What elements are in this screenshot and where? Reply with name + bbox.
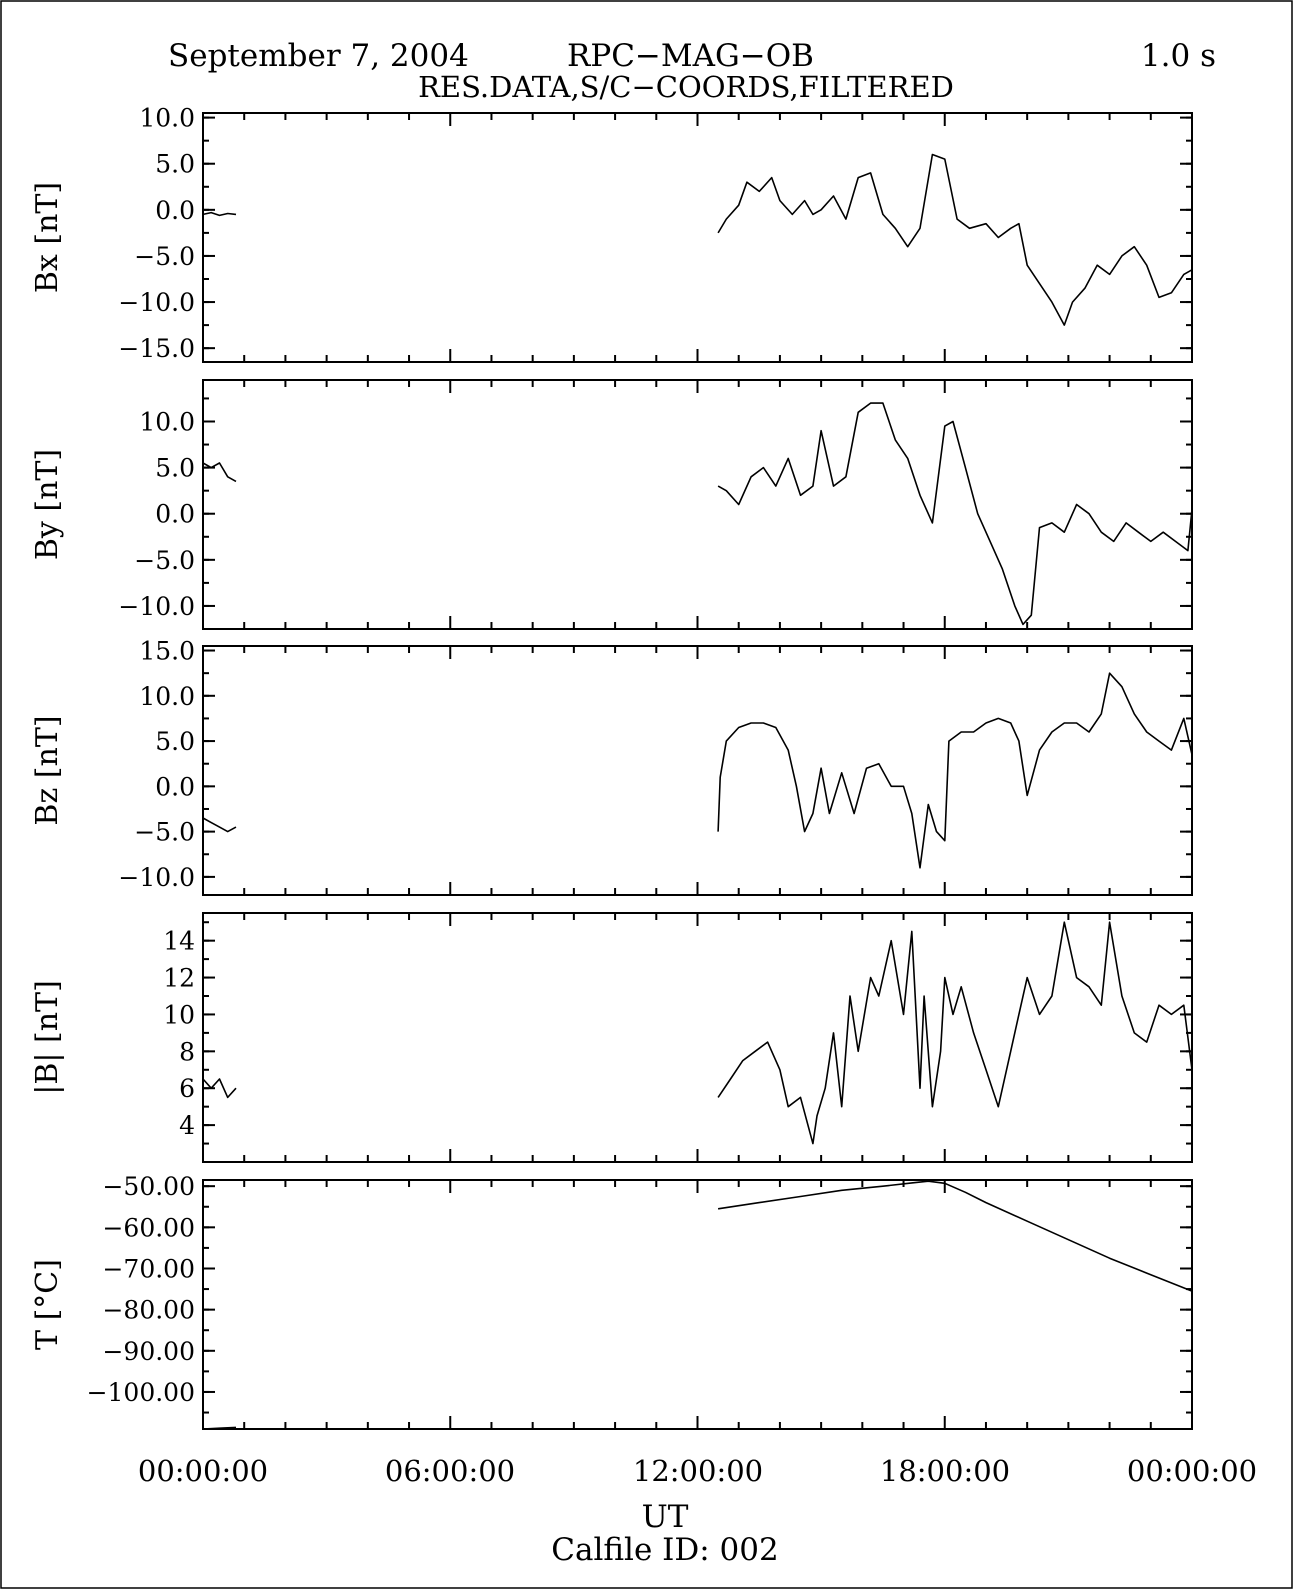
bmag-trace-0 xyxy=(202,1078,237,1099)
bz-ytick-label: 10.0 xyxy=(139,682,195,711)
by-ylabel: By [nT] xyxy=(30,449,65,560)
header-instrument: RPC−MAG−OB xyxy=(567,38,814,74)
bx-ytick-label: 0.0 xyxy=(155,196,195,225)
x-tick-label-3: 18:00:00 xyxy=(880,1454,1010,1488)
by-ytick-label: 0.0 xyxy=(155,500,195,529)
bz-ytick-label: −5.0 xyxy=(134,818,195,847)
by-trace-1 xyxy=(717,402,1193,626)
bmag-ytick-label: 6 xyxy=(179,1074,195,1103)
bz-trace-1 xyxy=(717,672,1193,869)
bmag-ylabel: |B| [nT] xyxy=(30,980,65,1095)
bx-trace-0 xyxy=(202,211,237,217)
temp-ylabel: T [°C] xyxy=(30,1259,65,1350)
x-tick-labels: 00:00:00 06:00:00 12:00:00 18:00:00 00:0… xyxy=(138,1454,1257,1488)
temp-ytick-label: −60.00 xyxy=(102,1213,195,1242)
bx-ylabel: Bx [nT] xyxy=(30,182,65,293)
temp-ytick-label: −70.00 xyxy=(102,1254,195,1283)
header-resolution: 1.0 s xyxy=(1141,38,1216,74)
header-date: September 7, 2004 xyxy=(168,38,469,74)
bx-ytick-label: −5.0 xyxy=(134,242,195,271)
bmag-ytick-label: 12 xyxy=(163,964,195,993)
bz-ytick-label: 15.0 xyxy=(139,637,195,666)
panel-bz: 15.0 10.0 5.0 0.0 −5.0 −10.0 Bz [nT] xyxy=(30,637,1193,896)
temp-ytick-label: −90.00 xyxy=(102,1337,195,1366)
bx-trace-1 xyxy=(717,153,1193,326)
x-axis-label: UT xyxy=(642,1499,689,1535)
by-ytick-label: −10.0 xyxy=(118,592,195,621)
x-tick-label-0: 00:00:00 xyxy=(138,1454,268,1488)
bmag-ytick-label: 4 xyxy=(179,1111,195,1140)
bz-ytick-label: 5.0 xyxy=(155,727,195,756)
by-ytick-label: 5.0 xyxy=(155,454,195,483)
bz-ytick-label: 0.0 xyxy=(155,772,195,801)
header-subtitle: RES.DATA,S/C−COORDS,FILTERED xyxy=(418,70,954,104)
panel-bx: 10.0 5.0 0.0 −5.0 −10.0 −15.0 Bx [nT] xyxy=(30,104,1193,363)
bx-ytick-label: 5.0 xyxy=(155,150,195,179)
bx-ytick-label: 10.0 xyxy=(139,104,195,133)
calfile-id: Calfile ID: 002 xyxy=(551,1532,778,1568)
temp-ytick-label: −50.00 xyxy=(102,1172,195,1201)
x-tick-label-1: 06:00:00 xyxy=(385,1454,515,1488)
by-trace-0 xyxy=(202,462,237,483)
bmag-ytick-label: 8 xyxy=(179,1037,195,1066)
bx-ytick-label: −15.0 xyxy=(118,334,195,363)
bmag-ytick-label: 10 xyxy=(163,1000,195,1029)
by-ytick-label: 10.0 xyxy=(139,408,195,437)
panel-bmag: 14 12 10 8 6 4 |B| [nT] xyxy=(30,912,1193,1163)
bz-trace-0 xyxy=(202,817,237,833)
panel-temp: −50.00 −60.00 −70.00 −80.00 −90.00 −100.00 T [… xyxy=(30,1172,1193,1430)
bmag-trace-1 xyxy=(717,921,1193,1145)
x-tick-label-2: 12:00:00 xyxy=(633,1454,763,1488)
temp-ytick-label: −100.00 xyxy=(87,1378,195,1407)
by-ytick-label: −5.0 xyxy=(134,546,195,575)
temp-ytick-label: −80.00 xyxy=(102,1296,195,1325)
bz-ylabel: Bz [nT] xyxy=(30,715,65,825)
bmag-ytick-label: 14 xyxy=(163,927,195,956)
panel-by: 10.0 5.0 0.0 −5.0 −10.0 By [nT] xyxy=(30,379,1193,630)
bx-ytick-label: −10.0 xyxy=(118,288,195,317)
panels-group: 10.0 5.0 0.0 −5.0 −10.0 −15.0 Bx [nT] 10.0 5.0 0.… xyxy=(30,104,1193,1430)
x-tick-label-4: 00:00:00 xyxy=(1127,1454,1257,1488)
bz-ytick-label: −10.0 xyxy=(118,863,195,892)
